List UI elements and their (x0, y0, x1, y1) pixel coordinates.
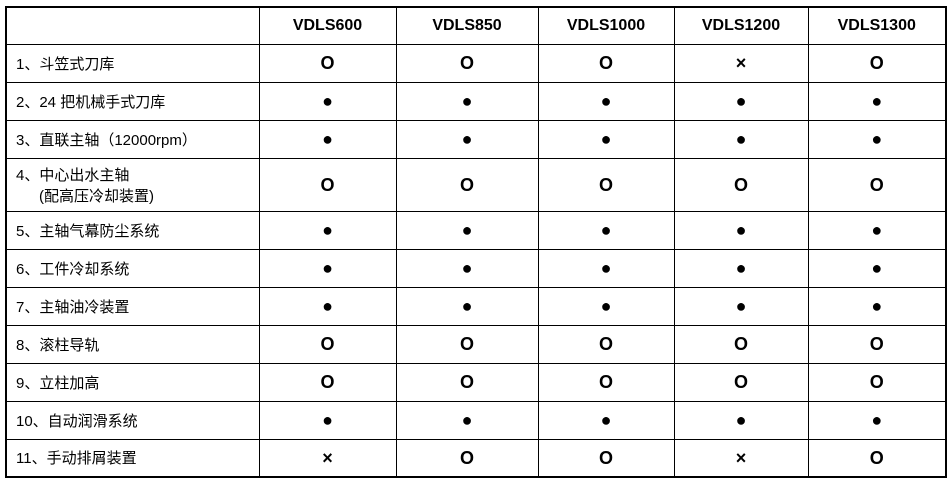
row-label: 3、直联主轴（12000rpm） (5, 119, 260, 159)
symbol-cell: ● (673, 210, 809, 250)
table-row: 3、直联主轴（12000rpm） ● ● ● ● ● (5, 119, 947, 159)
col-header-vdls1300: VDLS1300 (807, 6, 947, 45)
col-header-vdls850: VDLS850 (395, 6, 539, 45)
symbol-cell: ● (673, 81, 809, 121)
symbol-cell: O (673, 362, 809, 402)
symbol-cell: O (807, 43, 947, 83)
symbol-cell: ● (673, 119, 809, 159)
row-label: 6、工件冷却系统 (5, 248, 260, 288)
symbol-cell: ● (807, 81, 947, 121)
symbol-cell: O (807, 438, 947, 478)
symbol-cell: O (395, 362, 539, 402)
symbol-cell: O (258, 324, 397, 364)
symbol-cell: × (258, 438, 397, 478)
table-row: 5、主轴气幕防尘系统 ● ● ● ● ● (5, 210, 947, 250)
symbol-cell: ● (807, 248, 947, 288)
col-header-vdls1000: VDLS1000 (537, 6, 675, 45)
symbol-cell: O (807, 362, 947, 402)
symbol-cell: ● (258, 119, 397, 159)
symbol-cell: ● (395, 119, 539, 159)
row-label: 7、主轴油冷装置 (5, 286, 260, 326)
row-label-line2: (配高压冷却装置) (39, 187, 154, 205)
table-row: 8、滚柱导轨 O O O O O (5, 324, 947, 364)
symbol-cell: ● (807, 210, 947, 250)
symbol-cell: ● (395, 286, 539, 326)
table-row: 4、中心出水主轴 (配高压冷却装置) O O O O O (5, 157, 947, 212)
table-row: 1、斗笠式刀库 O O O × O (5, 43, 947, 83)
symbol-cell: ● (807, 119, 947, 159)
symbol-cell: O (807, 324, 947, 364)
symbol-cell: O (258, 362, 397, 402)
symbol-cell: O (537, 324, 675, 364)
row-label: 11、手动排屑装置 (5, 438, 260, 478)
symbol-cell: ● (258, 400, 397, 440)
symbol-cell: O (807, 157, 947, 212)
symbol-cell: ● (537, 400, 675, 440)
symbol-cell: ● (807, 400, 947, 440)
col-header-vdls600: VDLS600 (258, 6, 397, 45)
row-label: 4、中心出水主轴 (配高压冷却装置) (5, 157, 260, 212)
symbol-cell: O (395, 43, 539, 83)
symbol-cell: ● (258, 248, 397, 288)
symbol-cell: O (258, 43, 397, 83)
symbol-cell: O (395, 157, 539, 212)
table-row: 6、工件冷却系统 ● ● ● ● ● (5, 248, 947, 288)
symbol-cell: ● (537, 119, 675, 159)
symbol-cell: ● (673, 248, 809, 288)
symbol-cell: ● (258, 210, 397, 250)
symbol-cell: O (395, 324, 539, 364)
row-label: 9、立柱加高 (5, 362, 260, 402)
symbol-cell: ● (807, 286, 947, 326)
table-row: 11、手动排屑装置 × O O × O (5, 438, 947, 478)
col-header-vdls1200: VDLS1200 (673, 6, 809, 45)
row-label: 2、24 把机械手式刀库 (5, 81, 260, 121)
header-row: VDLS600 VDLS850 VDLS1000 VDLS1200 VDLS13… (5, 6, 947, 45)
symbol-cell: O (537, 157, 675, 212)
row-label: 10、自动润滑系统 (5, 400, 260, 440)
row-label: 5、主轴气幕防尘系统 (5, 210, 260, 250)
symbol-cell: ● (395, 248, 539, 288)
feature-column-header (5, 6, 260, 45)
symbol-cell: ● (258, 81, 397, 121)
table-row: 10、自动润滑系统 ● ● ● ● ● (5, 400, 947, 440)
symbol-cell: ● (537, 286, 675, 326)
row-label: 1、斗笠式刀库 (5, 43, 260, 83)
symbol-cell: ● (395, 81, 539, 121)
symbol-cell: O (673, 157, 809, 212)
symbol-cell: ● (673, 286, 809, 326)
symbol-cell: O (395, 438, 539, 478)
symbol-cell: ● (673, 400, 809, 440)
symbol-cell: O (537, 43, 675, 83)
row-label: 8、滚柱导轨 (5, 324, 260, 364)
symbol-cell: × (673, 43, 809, 83)
row-label-line1: 4、中心出水主轴 (16, 166, 130, 184)
symbol-cell: O (537, 362, 675, 402)
table-row: 9、立柱加高 O O O O O (5, 362, 947, 402)
symbol-cell: × (673, 438, 809, 478)
symbol-cell: ● (395, 210, 539, 250)
symbol-cell: ● (537, 81, 675, 121)
symbol-cell: ● (537, 210, 675, 250)
symbol-cell: O (537, 438, 675, 478)
symbol-cell: ● (395, 400, 539, 440)
model-feature-comparison-table: VDLS600 VDLS850 VDLS1000 VDLS1200 VDLS13… (5, 6, 947, 478)
symbol-cell: ● (258, 286, 397, 326)
table-row: 7、主轴油冷装置 ● ● ● ● ● (5, 286, 947, 326)
symbol-cell: O (258, 157, 397, 212)
table-row: 2、24 把机械手式刀库 ● ● ● ● ● (5, 81, 947, 121)
symbol-cell: O (673, 324, 809, 364)
symbol-cell: ● (537, 248, 675, 288)
